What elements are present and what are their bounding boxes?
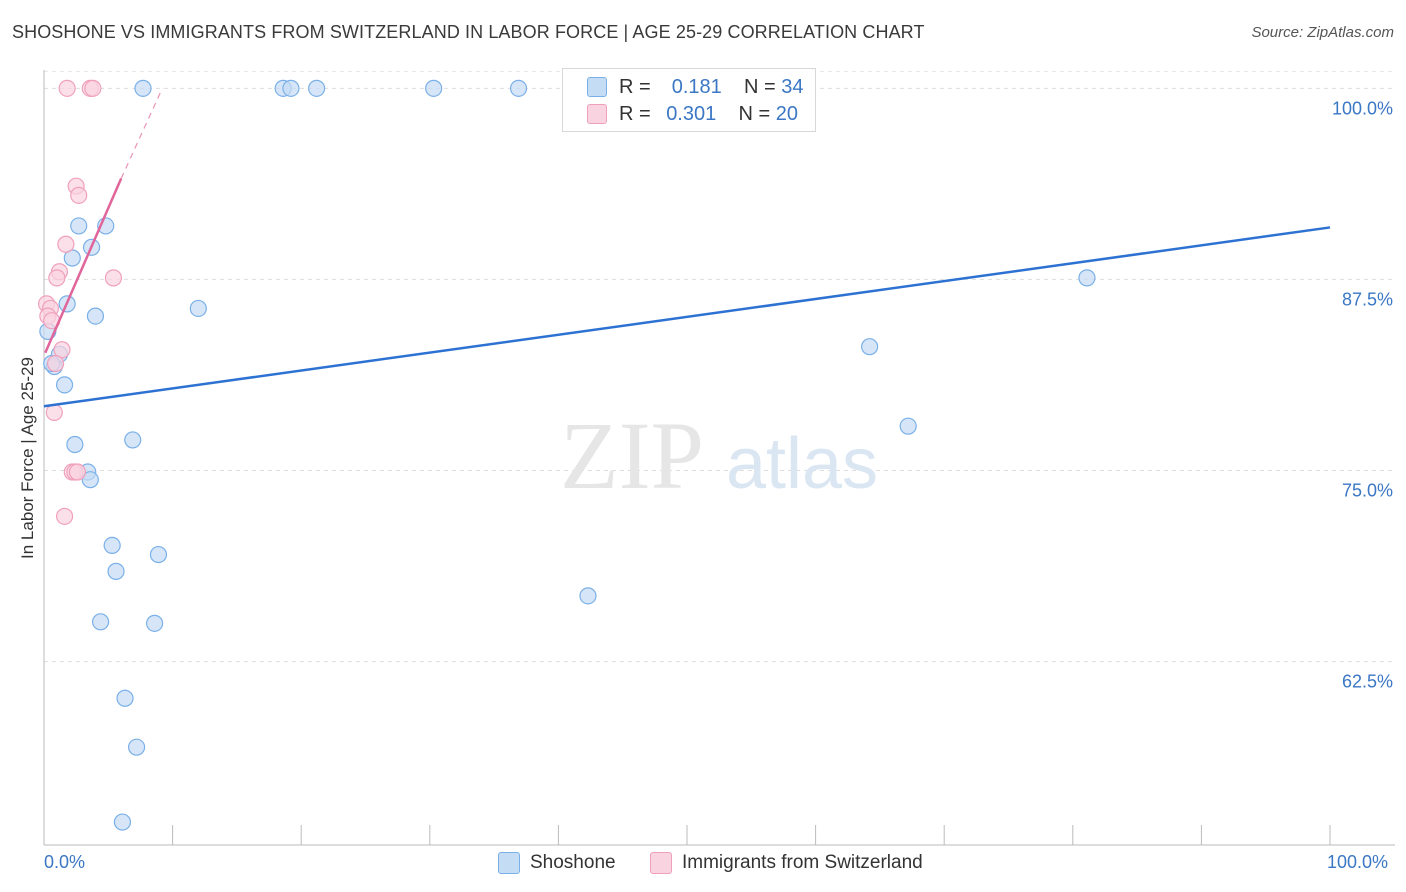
shoshone-point <box>66 435 84 454</box>
shoshone-point <box>86 307 105 325</box>
shoshone-point <box>91 613 110 631</box>
y-axis-label: In Labor Force | Age 25-29 <box>18 357 37 559</box>
shoshone-point <box>70 217 88 235</box>
legend-n-value: 20 <box>775 102 798 125</box>
bottom-legend-swatch-shoshone <box>498 852 520 874</box>
shoshone-point <box>899 417 917 435</box>
switzerland-point <box>104 269 123 287</box>
switzerland-point <box>53 341 71 359</box>
shoshone-point <box>1078 269 1096 287</box>
shoshone-point <box>113 813 132 831</box>
bottom-legend-label-shoshone: Shoshone <box>530 852 616 873</box>
y-tick-label: 75.0% <box>1342 480 1393 500</box>
switzerland-point <box>48 269 66 287</box>
switzerland-point <box>70 186 88 204</box>
legend-r-label: R = <box>619 102 651 125</box>
legend-row-shoshone: R = 0.181 N = 34 <box>587 74 804 100</box>
legend-swatch-shoshone <box>587 77 607 97</box>
shoshone-point <box>282 79 300 97</box>
switzerland-point <box>57 235 75 253</box>
shoshone-point <box>861 338 879 356</box>
legend-row-switzerland: R = 0.301 N = 20 <box>587 101 798 127</box>
y-tick-labels: 100.0% 87.5% 75.0% 62.5% <box>1332 98 1393 691</box>
shoshone-trend-line <box>43 226 1331 408</box>
watermark-atlas: atlas <box>726 424 878 504</box>
shoshone-point <box>127 738 146 756</box>
stats-legend: R = 0.181 N = 34 R = 0.301 N = 20 <box>562 68 816 132</box>
shoshone-point <box>149 545 168 564</box>
shoshone-point <box>124 431 142 449</box>
source-credit: Source: ZipAtlas.com <box>1251 24 1394 41</box>
bottom-legend-switzerland: Immigrants from Switzerland <box>650 852 923 874</box>
shoshone-point <box>103 536 121 554</box>
y-tick-label: 62.5% <box>1342 672 1393 692</box>
switzerland-point <box>55 507 74 525</box>
shoshone-point <box>107 562 125 580</box>
watermark-zip: ZIP <box>560 402 704 509</box>
bottom-legend-swatch-switzerland <box>650 852 672 874</box>
shoshone-point <box>579 587 597 605</box>
shoshone-point <box>145 614 164 632</box>
axes <box>43 70 1395 846</box>
shoshone-point <box>509 79 528 97</box>
legend-n-value: 34 <box>781 75 804 98</box>
data-points <box>37 79 1096 831</box>
trend-lines <box>43 88 1331 408</box>
switzerland-trend-extension <box>120 88 163 179</box>
shoshone-point <box>134 79 152 97</box>
shoshone-point <box>425 79 443 97</box>
legend-n-label: N = <box>738 102 771 125</box>
x-tick-label-min: 0.0% <box>44 852 86 872</box>
y-tick-label: 100.0% <box>1332 98 1393 118</box>
legend-n-label: N = <box>744 75 776 98</box>
switzerland-point <box>58 79 76 97</box>
switzerland-trend-line <box>44 178 123 354</box>
grid-lines <box>44 70 1395 663</box>
switzerland-point <box>68 463 87 481</box>
shoshone-point <box>189 299 207 318</box>
switzerland-point <box>84 79 102 97</box>
shoshone-point <box>55 376 74 394</box>
bottom-legend-label-switzerland: Immigrants from Switzerland <box>682 852 923 873</box>
legend-r-value: 0.181 <box>671 75 722 98</box>
chart-title: SHOSHONE VS IMMIGRANTS FROM SWITZERLAND … <box>12 22 925 42</box>
switzerland-point <box>46 354 65 373</box>
shoshone-point <box>116 689 134 707</box>
legend-r-label: R = <box>619 75 651 98</box>
legend-r-value: 0.301 <box>666 102 717 125</box>
shoshone-point <box>308 79 326 97</box>
watermark: ZIP atlas <box>560 402 878 509</box>
y-tick-label: 87.5% <box>1342 289 1393 309</box>
legend-swatch-switzerland <box>587 104 607 124</box>
shoshone-point <box>63 249 81 267</box>
x-tick-label-max: 100.0% <box>1327 852 1389 872</box>
shoshone-point <box>81 471 99 489</box>
bottom-legend-shoshone: Shoshone <box>498 852 616 874</box>
